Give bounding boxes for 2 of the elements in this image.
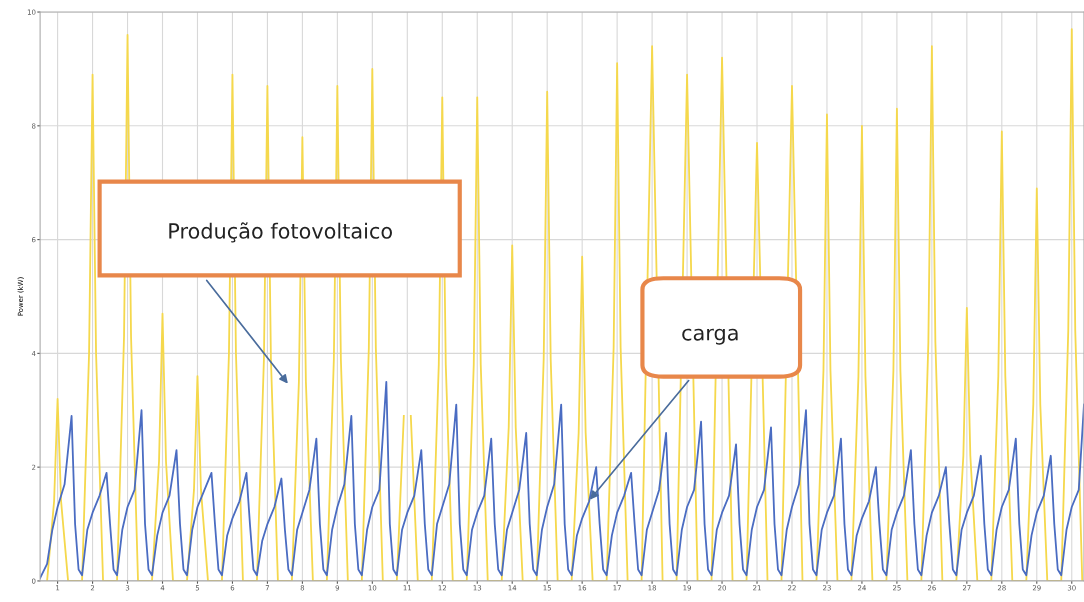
annotation: Produção fotovoltaico	[169, 222, 392, 243]
annotation: carga	[682, 328, 738, 345]
